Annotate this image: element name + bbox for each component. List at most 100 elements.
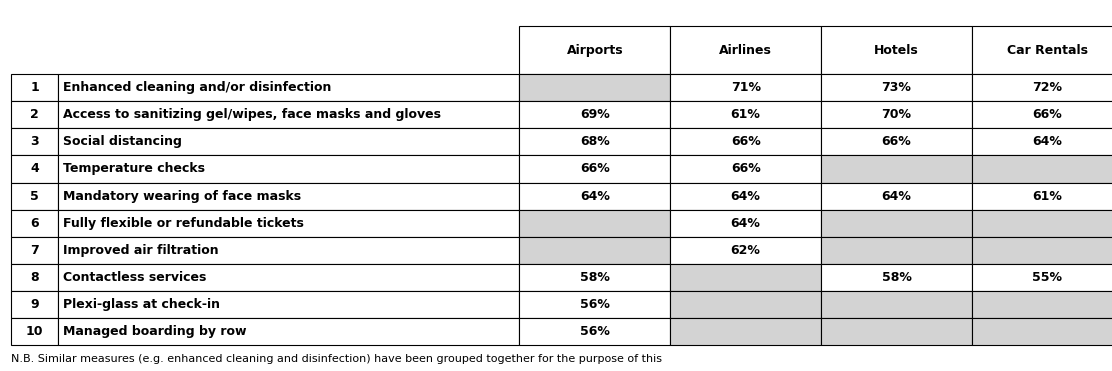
Bar [972, 291, 1112, 318]
Text: 6: 6 [30, 217, 39, 230]
Text: Hotels: Hotels [874, 43, 919, 57]
Text: 66%: 66% [579, 162, 609, 175]
Text: Access to sanitizing gel/wipes, face masks and gloves: Access to sanitizing gel/wipes, face mas… [63, 108, 441, 121]
Text: 3: 3 [30, 135, 39, 148]
Bar [58, 128, 519, 155]
Bar [821, 210, 972, 237]
Bar [972, 155, 1112, 183]
Bar [671, 291, 821, 318]
Bar [821, 264, 972, 291]
Text: 69%: 69% [579, 108, 609, 121]
Text: Improved air filtration: Improved air filtration [63, 244, 219, 257]
Text: 66%: 66% [731, 162, 761, 175]
Bar [11, 264, 58, 291]
Text: 70%: 70% [882, 108, 912, 121]
Text: 1: 1 [30, 81, 39, 94]
Bar [11, 26, 58, 74]
Text: 10: 10 [26, 325, 43, 338]
Text: 2: 2 [30, 108, 39, 121]
Text: 62%: 62% [731, 244, 761, 257]
Text: 56%: 56% [579, 298, 609, 311]
Bar [519, 155, 671, 183]
Bar [972, 237, 1112, 264]
Text: 66%: 66% [882, 135, 912, 148]
Bar [519, 74, 671, 101]
Bar [972, 128, 1112, 155]
Bar [972, 101, 1112, 128]
Text: Temperature checks: Temperature checks [63, 162, 206, 175]
Bar [671, 101, 821, 128]
Text: Fully flexible or refundable tickets: Fully flexible or refundable tickets [63, 217, 305, 230]
Text: Social distancing: Social distancing [63, 135, 182, 148]
Bar [821, 237, 972, 264]
Text: 64%: 64% [579, 190, 609, 203]
Text: 8: 8 [30, 271, 39, 284]
Bar [671, 128, 821, 155]
Bar [821, 155, 972, 183]
Text: 4: 4 [30, 162, 39, 175]
Text: Contactless services: Contactless services [63, 271, 207, 284]
Bar [519, 128, 671, 155]
Text: 73%: 73% [882, 81, 912, 94]
Bar [11, 210, 58, 237]
Bar [671, 318, 821, 345]
Bar [11, 155, 58, 183]
Bar [671, 210, 821, 237]
Bar [519, 318, 671, 345]
Text: 66%: 66% [1033, 108, 1062, 121]
Text: 68%: 68% [579, 135, 609, 148]
Text: Airlines: Airlines [719, 43, 772, 57]
Bar [58, 183, 519, 210]
Text: Managed boarding by row: Managed boarding by row [63, 325, 247, 338]
Text: 64%: 64% [1033, 135, 1062, 148]
Text: 71%: 71% [731, 81, 761, 94]
Bar [11, 101, 58, 128]
Bar [11, 128, 58, 155]
Text: 66%: 66% [731, 135, 761, 148]
Text: 55%: 55% [1032, 271, 1062, 284]
Bar [972, 74, 1112, 101]
Text: 61%: 61% [731, 108, 761, 121]
Text: 56%: 56% [579, 325, 609, 338]
Bar [671, 237, 821, 264]
Bar [821, 291, 972, 318]
Bar [821, 128, 972, 155]
Bar [671, 74, 821, 101]
Text: 58%: 58% [579, 271, 609, 284]
Bar [58, 210, 519, 237]
Bar [519, 183, 671, 210]
Bar [11, 318, 58, 345]
Text: 64%: 64% [882, 190, 912, 203]
Bar [11, 74, 58, 101]
Bar [11, 291, 58, 318]
Text: Plexi-glass at check-in: Plexi-glass at check-in [63, 298, 220, 311]
Text: Car Rentals: Car Rentals [1007, 43, 1088, 57]
Bar [519, 210, 671, 237]
Bar [519, 237, 671, 264]
Text: 5: 5 [30, 190, 39, 203]
Text: 7: 7 [30, 244, 39, 257]
Bar [519, 264, 671, 291]
Text: N.B. Similar measures (e.g. enhanced cleaning and disinfection) have been groupe: N.B. Similar measures (e.g. enhanced cle… [11, 354, 662, 364]
Bar [972, 318, 1112, 345]
Text: 64%: 64% [731, 217, 761, 230]
Bar [58, 101, 519, 128]
Bar [821, 318, 972, 345]
Bar [58, 318, 519, 345]
Text: 9: 9 [30, 298, 39, 311]
Text: Mandatory wearing of face masks: Mandatory wearing of face masks [63, 190, 301, 203]
Text: Airports: Airports [566, 43, 623, 57]
Bar [972, 264, 1112, 291]
Text: 58%: 58% [882, 271, 912, 284]
Bar [671, 183, 821, 210]
Bar [821, 183, 972, 210]
Bar [519, 26, 671, 74]
Bar [671, 264, 821, 291]
Bar [519, 101, 671, 128]
Bar [11, 237, 58, 264]
Text: 61%: 61% [1033, 190, 1062, 203]
Bar [58, 74, 519, 101]
Bar [671, 155, 821, 183]
Text: 64%: 64% [731, 190, 761, 203]
Bar [58, 155, 519, 183]
